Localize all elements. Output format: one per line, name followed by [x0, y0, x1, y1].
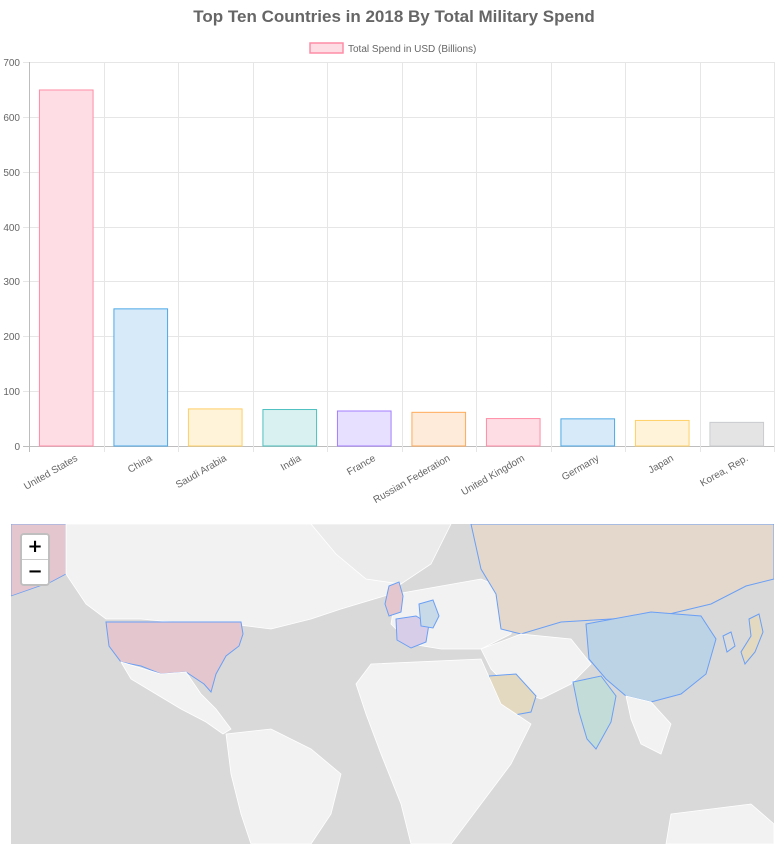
y-tick-label: 300 — [3, 277, 20, 288]
map-country-germany[interactable] — [418, 599, 440, 629]
bar[interactable] — [113, 308, 169, 447]
zoom-in-button[interactable]: + — [22, 535, 48, 560]
y-tick-label: 600 — [3, 113, 20, 124]
bar[interactable] — [485, 418, 541, 447]
bar-chart: Top Ten Countries in 2018 By Total Milit… — [3, 7, 775, 506]
map-land-southeast-asia — [625, 695, 672, 755]
map-land-greenland — [310, 524, 452, 585]
bar[interactable] — [709, 421, 765, 447]
map-country-korea[interactable] — [722, 631, 736, 653]
map-land-australia — [665, 803, 774, 844]
map-svg[interactable] — [11, 524, 774, 844]
bar[interactable] — [411, 411, 467, 447]
bar[interactable] — [38, 89, 94, 447]
world-map[interactable]: + − — [11, 524, 774, 844]
zoom-control: + − — [20, 533, 50, 586]
x-tick-label: United States — [22, 453, 80, 493]
x-tick-label: Germany — [560, 453, 601, 483]
map-land-mexico — [120, 661, 232, 735]
chart-title: Top Ten Countries in 2018 By Total Milit… — [193, 7, 594, 26]
bars-layer — [38, 89, 765, 447]
map-land-south-america — [225, 728, 342, 844]
y-tick-label: 100 — [3, 387, 20, 398]
map-land-africa — [355, 658, 532, 844]
y-tick-label: 700 — [3, 58, 20, 69]
y-tick-label: 500 — [3, 168, 20, 179]
x-tick-label: Japan — [647, 453, 676, 476]
y-tick-label: 0 — [14, 442, 20, 453]
y-tick-label: 200 — [3, 332, 20, 343]
zoom-out-button[interactable]: − — [22, 560, 48, 584]
map-country-india[interactable] — [572, 675, 617, 750]
map-country-japan[interactable] — [740, 613, 764, 666]
map-country-united-kingdom[interactable] — [384, 581, 404, 617]
bar[interactable] — [634, 419, 690, 447]
map-country-china[interactable] — [585, 611, 717, 703]
chart-svg: Top Ten Countries in 2018 By Total Milit… — [3, 7, 775, 506]
legend-label: Total Spend in USD (Billions) — [348, 44, 476, 55]
x-tick-label: Russian Federation — [372, 453, 453, 506]
y-tick-label: 400 — [3, 223, 20, 234]
x-tick-label: France — [345, 453, 378, 478]
x-tick-label: United Kingdom — [460, 453, 527, 498]
legend[interactable]: Total Spend in USD (Billions) — [309, 42, 476, 55]
grid-layer — [23, 62, 775, 452]
bar[interactable] — [560, 418, 616, 447]
x-tick-label: Korea, Rep. — [699, 453, 751, 489]
bar[interactable] — [187, 408, 243, 447]
x-tick-label: India — [279, 453, 304, 474]
x-tick-label: Saudi Arabia — [174, 453, 229, 491]
x-tick-label: China — [126, 453, 155, 476]
bar[interactable] — [262, 409, 318, 447]
bar[interactable] — [336, 410, 392, 447]
legend-swatch — [309, 42, 344, 54]
